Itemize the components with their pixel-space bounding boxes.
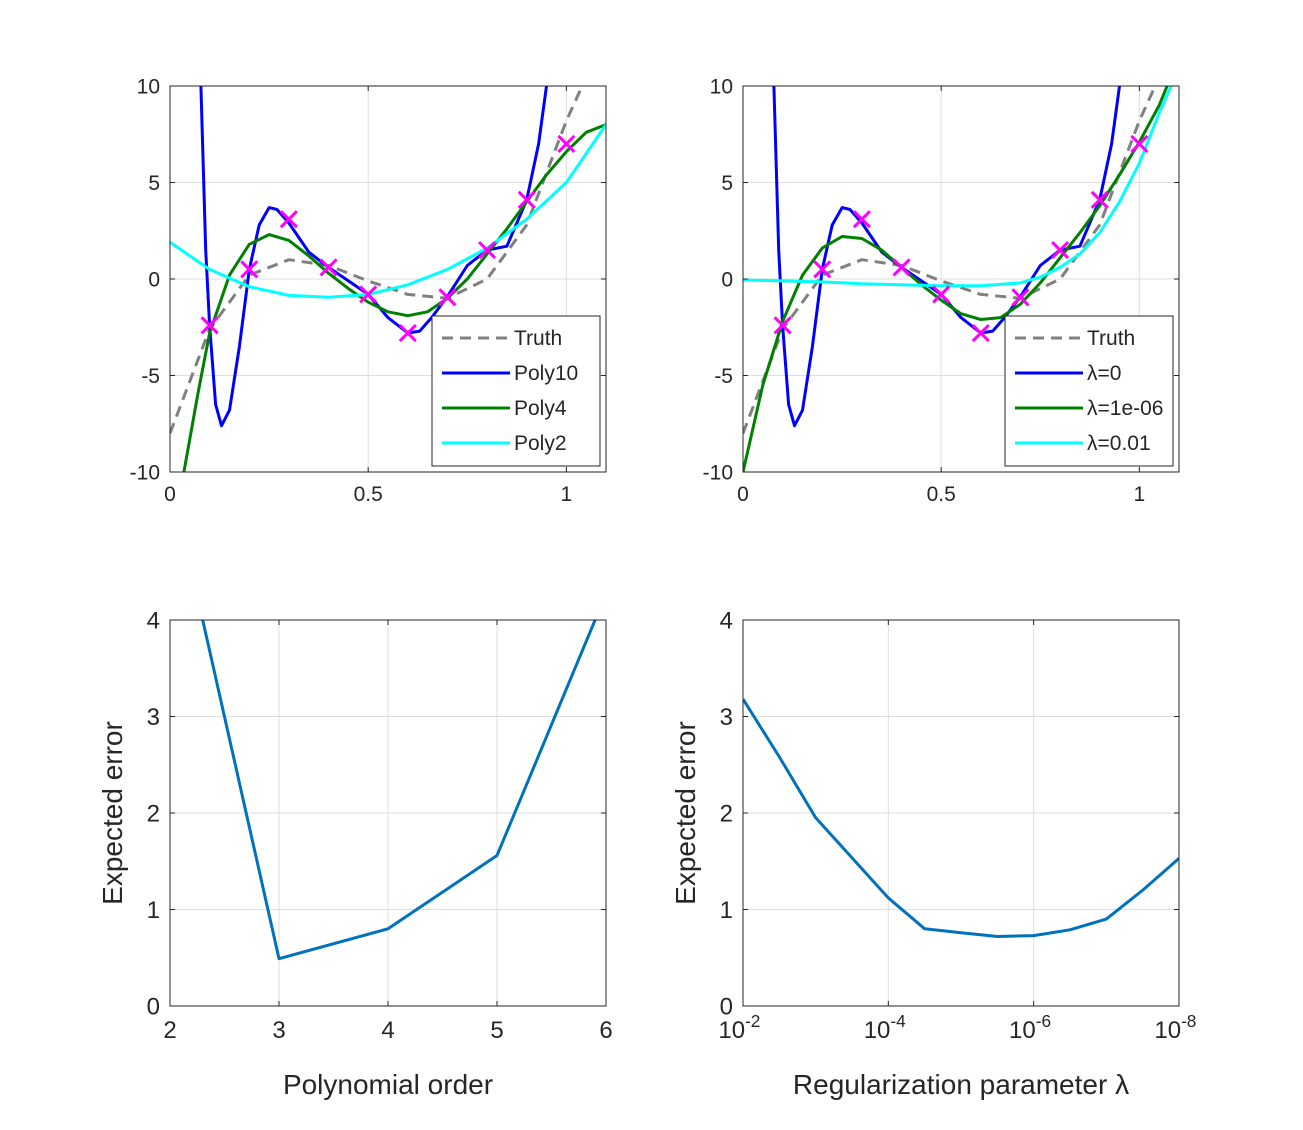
legend-label: λ=0 (1087, 362, 1121, 385)
x-tick-label: 4 (381, 1017, 394, 1044)
sample-marker (852, 210, 871, 229)
series-line (743, 698, 1179, 938)
series-line (743, 86, 1157, 434)
sample-marker (1090, 190, 1109, 209)
sample-marker (1130, 134, 1149, 153)
x-tick-label: 0.5 (927, 483, 956, 506)
x-tick-label: 1 (561, 483, 573, 506)
sample-marker (557, 134, 576, 153)
y-tick-label: 0 (720, 993, 733, 1020)
x-axis-label: Polynomial order (283, 1069, 493, 1100)
y-tick-label: 2 (720, 800, 733, 827)
x-tick-label: 5 (490, 1017, 503, 1044)
legend-label: Truth (514, 327, 562, 350)
y-tick-label: -5 (141, 365, 160, 388)
legend-label: Poly4 (514, 397, 567, 420)
x-tick-label: 1 (1134, 483, 1146, 506)
legend-label: Poly2 (514, 432, 567, 455)
y-axis-label: Expected error (97, 721, 128, 905)
sample-marker (932, 285, 951, 304)
y-tick-label: -10 (703, 461, 733, 484)
sample-marker (240, 260, 259, 279)
legend-box (431, 315, 601, 467)
legend-label: λ=1e-06 (1087, 397, 1163, 420)
plot-regularized-fits: 0 0.5 1 -10 -5 0 5 10 Truth λ=0 λ=1e-06 λ=0.01 (703, 75, 1180, 506)
x-tick-label: 0.5 (354, 483, 383, 506)
sample-marker (200, 316, 219, 335)
x-tick-label: 0 (737, 483, 749, 506)
legend-label: Truth (1087, 327, 1135, 350)
legend-box (1004, 315, 1174, 467)
sample-marker (478, 240, 497, 260)
legend: Truth λ=0 λ=1e-06 λ=0.01 (1004, 315, 1174, 467)
x-tick-label: 0 (164, 483, 176, 506)
y-tick-label: 0 (721, 268, 733, 291)
sample-marker (773, 316, 792, 335)
sample-marker (398, 323, 417, 343)
y-tick-label: 0 (147, 993, 160, 1020)
x-tick-label: 2 (163, 1017, 176, 1044)
sample-marker (892, 258, 911, 277)
y-tick-label: 3 (147, 704, 160, 731)
y-tick-label: 4 (147, 607, 160, 634)
y-tick-label: 10 (137, 75, 160, 98)
sample-marker (438, 288, 457, 307)
y-tick-label: 1 (720, 897, 733, 924)
legend-label: Poly10 (514, 362, 578, 385)
sample-marker (1051, 240, 1070, 260)
series-line (743, 86, 1173, 288)
sample-marker (971, 323, 990, 343)
y-tick-label: 3 (720, 704, 733, 731)
x-axis-label: Regularization parameter λ (793, 1069, 1129, 1100)
plot-error-vs-order: 2 3 4 5 6 0 1 2 3 4 Polynomial order Expected error (97, 607, 613, 1100)
legend: Truth Poly10 Poly4 Poly2 (431, 315, 601, 467)
series-line (201, 620, 597, 961)
x-tick-label: 3 (272, 1017, 285, 1044)
plot-error-vs-lambda: 10-2 10-4 10-6 10-8 0 1 2 3 4 Regularization para… (670, 607, 1196, 1100)
sample-marker (1011, 288, 1030, 307)
y-tick-label: 1 (147, 897, 160, 924)
x-tick-label: 6 (599, 1017, 612, 1044)
sample-marker (813, 260, 832, 279)
y-tick-label: -10 (130, 461, 160, 484)
sample-marker (517, 190, 536, 209)
sample-marker (279, 210, 298, 229)
x-tick-label: 10-8 (1154, 1011, 1196, 1044)
y-tick-label: 5 (148, 172, 160, 195)
y-axis-label: Expected error (670, 721, 701, 905)
sample-marker (359, 285, 378, 304)
y-tick-label: 2 (147, 800, 160, 827)
plot-polynomial-fits: 0 0.5 1 -10 -5 0 5 10 Truth Poly10 Poly4 Poly2 (130, 75, 607, 506)
sample-marker (319, 258, 338, 277)
y-tick-label: -5 (714, 365, 733, 388)
series-line (170, 123, 606, 299)
x-tick-label: 10-4 (864, 1011, 906, 1044)
y-tick-label: 10 (710, 75, 733, 98)
x-tick-label: 10-6 (1009, 1011, 1051, 1044)
y-tick-label: 5 (721, 172, 733, 195)
y-tick-label: 0 (148, 268, 160, 291)
x-tick-label: 10-2 (718, 1011, 760, 1044)
y-tick-label: 4 (720, 607, 733, 634)
legend-label: λ=0.01 (1087, 432, 1151, 455)
